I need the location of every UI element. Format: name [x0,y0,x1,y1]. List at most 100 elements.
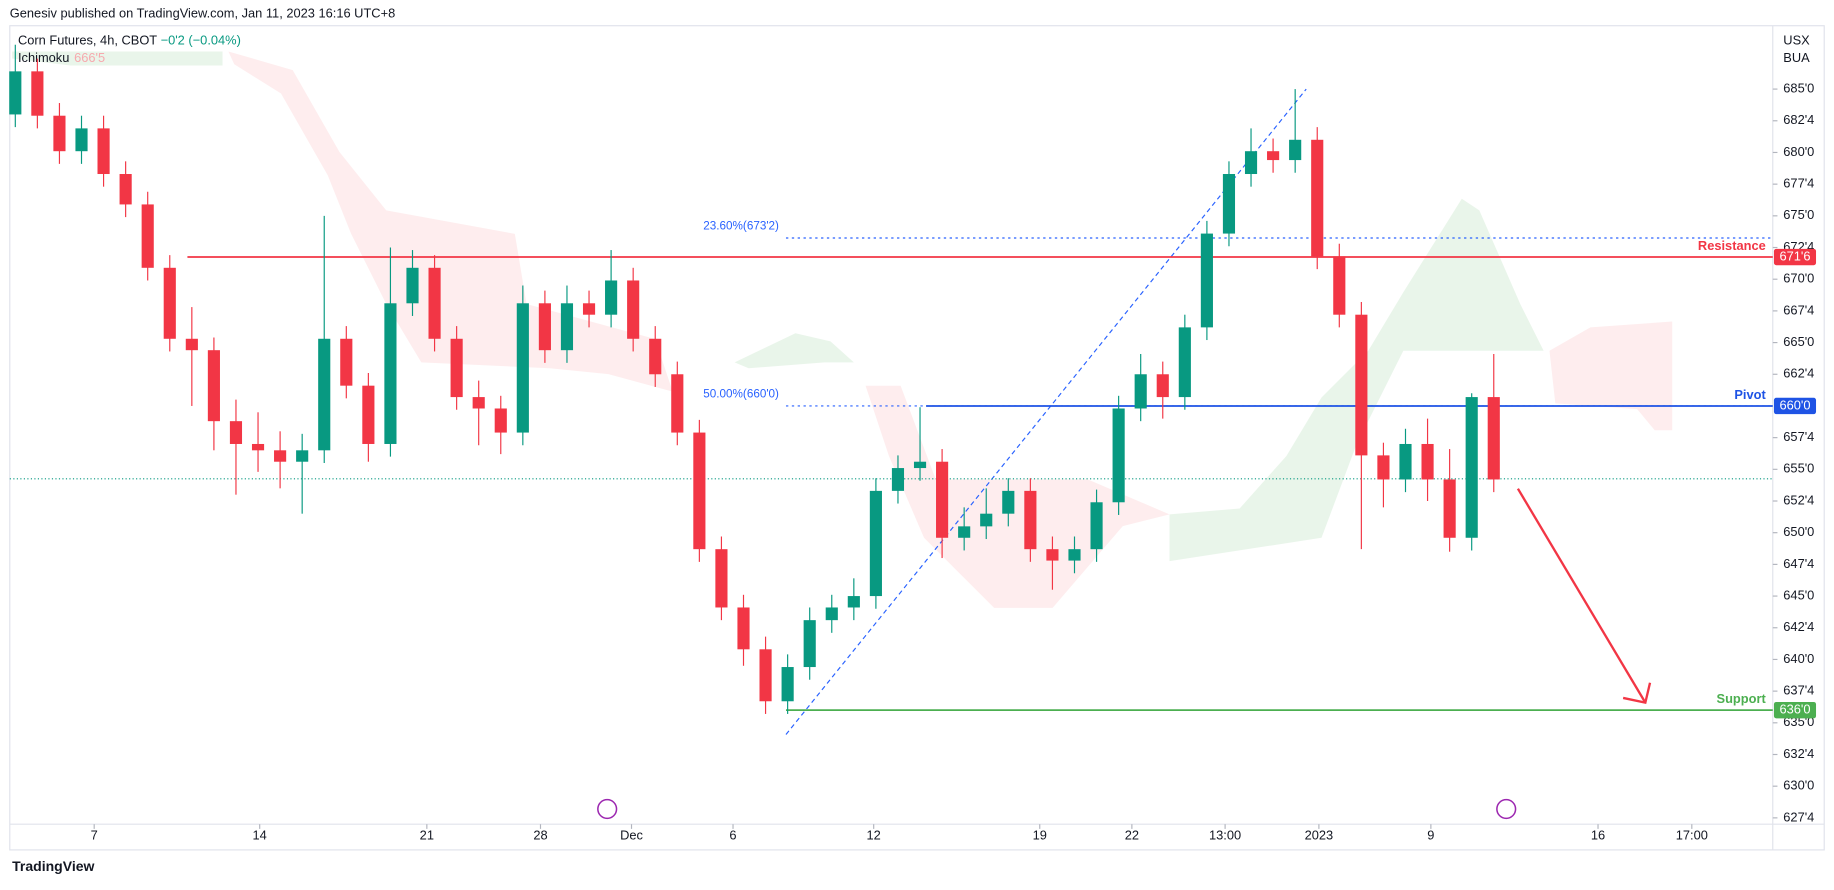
candle-body [141,204,154,268]
event-icon[interactable] [1496,798,1517,820]
candle-body [296,450,309,462]
x-tick-label: 14 [253,827,267,842]
candle-body [715,549,728,608]
cloud [12,51,223,66]
x-tick-label: 13:00 [1209,827,1241,842]
change: −0'2 (−0.04%) [161,32,241,47]
candle-body [803,620,816,668]
x-tick-label: 17:00 [1676,827,1708,842]
candle-body [1267,151,1280,161]
candle-body [693,432,706,550]
candle-body [1421,443,1434,480]
y-tick-label: 627'4 [1783,809,1814,824]
x-tick-label: 9 [1427,827,1434,842]
candle-body [185,338,198,351]
candle-body [1112,408,1125,503]
candle-body [31,71,44,116]
candle-body [207,350,220,422]
candle-body [119,174,132,205]
candle-body [53,115,66,152]
candle-body [1311,139,1324,257]
candle-body [1090,502,1103,550]
candle-body [869,490,882,597]
level-name: Pivot [1734,387,1766,402]
y-tick-label: 670'0 [1783,271,1814,286]
candle-body [362,385,375,444]
candle-body [274,450,287,462]
y-tick-label: 662'4 [1783,366,1814,381]
x-tick-label: Dec [620,827,643,842]
candle-body [913,461,927,469]
candle-body [472,397,485,409]
candle-body [75,128,88,152]
candle-body [229,421,243,444]
candle-body [384,303,397,444]
y-tick-label: 680'0 [1783,144,1814,159]
candle-body [163,267,176,339]
candle-body [781,667,794,702]
y-tick-label: 630'0 [1783,778,1814,793]
y-tick-label: 685'0 [1783,80,1814,95]
cloud [228,51,673,392]
candle-body [1443,479,1456,538]
x-tick-label: 21 [420,827,434,842]
candle-body [1134,374,1147,409]
x-tick-label: 7 [91,827,98,842]
candle-body [428,267,441,339]
fib-label: 50.00%(660'0) [703,387,779,400]
candle-body [891,468,905,491]
candle-body [1156,374,1169,398]
y-tick-label: 647'4 [1783,556,1814,571]
x-tick-label: 19 [1033,827,1047,842]
candle-body [847,596,860,608]
price-label-box [1773,248,1817,266]
candle-body [671,374,684,433]
candle-body [560,303,574,351]
y-tick-label: 682'4 [1783,112,1814,127]
candle-body [759,649,772,702]
level-name: Resistance [1698,238,1766,253]
x-tick-label: 22 [1125,827,1139,842]
y-tick-label: 655'0 [1783,461,1814,476]
unit: BUA [1783,50,1810,65]
candle-body [1178,327,1191,398]
candle-body [825,607,838,621]
price-label-box [1773,397,1817,415]
candle-body [737,607,750,650]
candle-body [1377,455,1390,480]
y-tick-label: 652'4 [1783,492,1814,507]
candle-body [340,338,353,386]
arrow-head [1622,682,1652,705]
event-icon[interactable] [597,798,618,820]
symbol: Corn Futures, 4h, CBOT [18,32,157,47]
x-tick-label: 6 [729,827,736,842]
cloud [734,333,854,369]
candle-body [627,280,640,339]
y-tick-label: 650'0 [1783,524,1814,539]
x-tick-label: 2023 [1305,827,1334,842]
candle-body [1465,397,1478,538]
x-tick-label: 12 [867,827,881,842]
candle-body [1355,314,1368,456]
candle-body [450,338,463,398]
price-label: 671'6 [1779,248,1810,263]
y-tick-label: 637'4 [1783,683,1814,698]
candle-body [980,513,993,527]
header: Genesiv published on TradingView.com, Ja… [10,5,395,20]
candle-body [1244,151,1258,175]
candle-body [936,461,949,538]
candle-body [1333,256,1346,315]
candle-body [516,303,529,433]
y-tick-label: 657'4 [1783,429,1814,444]
fib-label: 23.60%(673'2) [703,219,779,232]
arrow-shaft [1516,488,1647,704]
candle-body [494,408,507,433]
cloud [1549,321,1673,431]
candle-body [1046,549,1059,561]
candle-body [605,280,618,315]
candle-body [1222,174,1236,234]
candle-body [1289,139,1302,161]
candle-body [406,267,419,304]
